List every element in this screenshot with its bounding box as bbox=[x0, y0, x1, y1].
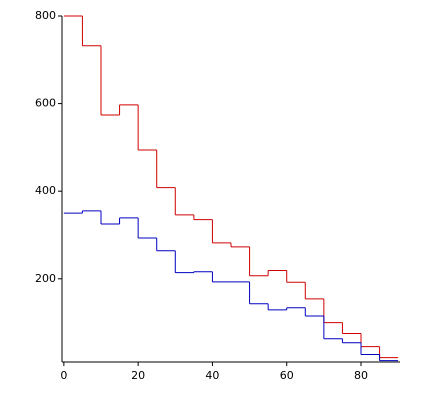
x-tick-label: 40 bbox=[205, 369, 219, 382]
y-tick-label: 200 bbox=[35, 272, 56, 285]
x-tick-label: 80 bbox=[354, 369, 368, 382]
x-tick-label: 60 bbox=[280, 369, 294, 382]
x-tick-label: 0 bbox=[60, 369, 67, 382]
y-tick-label: 600 bbox=[35, 97, 56, 110]
y-tick-label: 800 bbox=[35, 9, 56, 22]
y-tick-label: 400 bbox=[35, 184, 56, 197]
x-tick-label: 20 bbox=[131, 369, 145, 382]
